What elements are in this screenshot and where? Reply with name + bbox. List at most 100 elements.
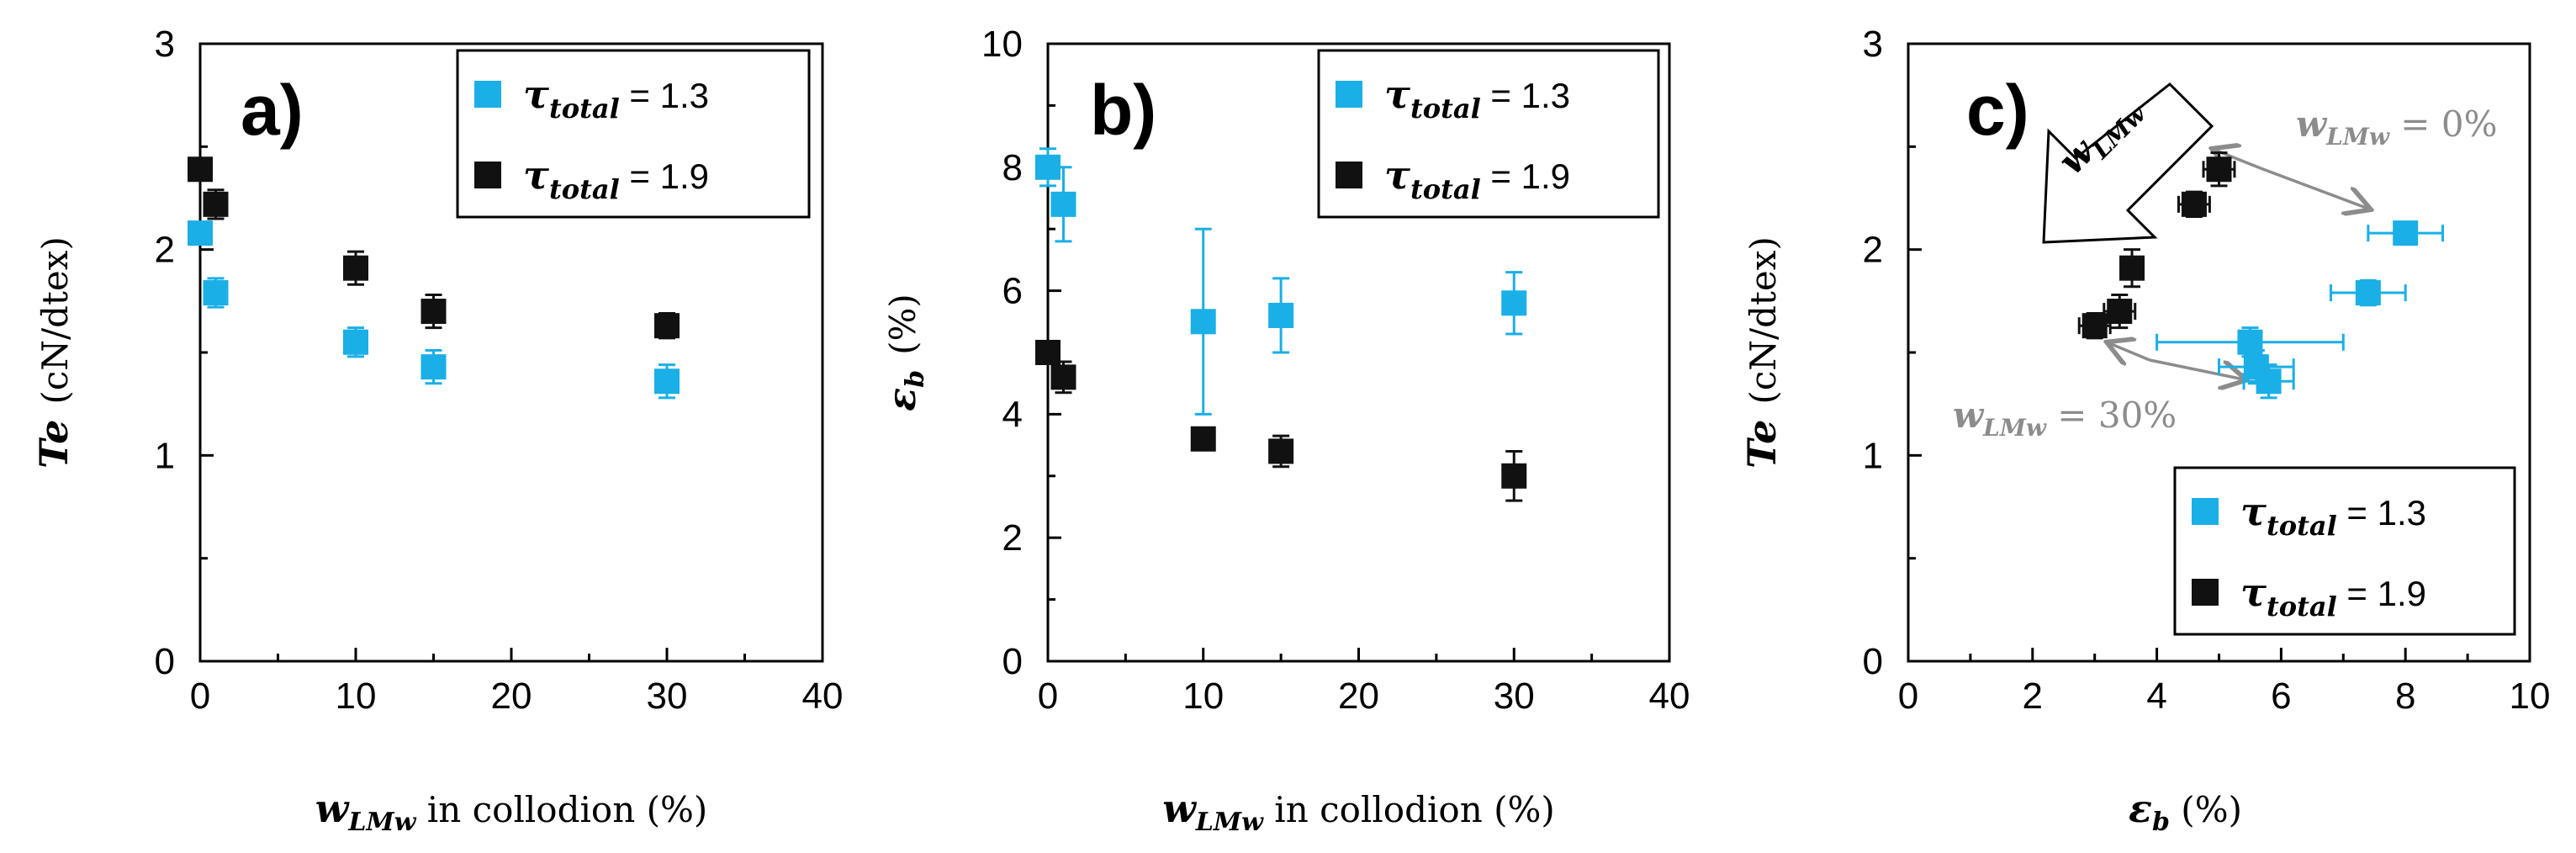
x-axis-label: wLMw in collodion (%) <box>1162 786 1555 837</box>
y-axis-label-main: ε <box>879 388 924 411</box>
legend-value: = 1.9 <box>2337 574 2426 613</box>
legend-sub: total <box>1410 93 1481 125</box>
annotation-arrow <box>2260 167 2368 209</box>
series-0 <box>1035 147 1527 416</box>
y-tick-label: 0 <box>1863 641 1883 682</box>
x-axis-label: εb (%) <box>2129 786 2242 837</box>
x-tick-label: 20 <box>491 676 532 717</box>
series-0 <box>188 220 680 400</box>
y-axis-label-main: Te <box>1739 420 1785 469</box>
legend-value: = 1.9 <box>1481 156 1570 196</box>
legend-box <box>2173 466 2516 636</box>
data-point <box>654 313 680 339</box>
x-tick-label: 0 <box>190 676 210 717</box>
legend-swatch <box>1336 81 1362 108</box>
legend-symbol: τ <box>2240 570 2267 615</box>
legend: τtotal = 1.3 τtotal = 1.9 <box>1317 49 1660 219</box>
data-point <box>1050 191 1076 217</box>
x-tick-label: 4 <box>2146 676 2166 717</box>
legend-entry: τtotal = 1.3 <box>523 72 709 125</box>
annotation-bottom-sub: LMw <box>1982 414 2047 442</box>
legend-box <box>1317 49 1660 219</box>
data-point <box>1190 309 1216 335</box>
x-tick-label: 6 <box>2271 676 2291 717</box>
data-point <box>2119 255 2145 281</box>
panel-b: 0 2 4 6 8 10 0 10 20 30 40 εb (%) wLMw in collodion (… <box>879 24 1690 837</box>
legend-symbol: τ <box>1384 152 1410 198</box>
legend-value: = 1.3 <box>2337 493 2426 532</box>
y-axis-label-unit: (cN/dtex) <box>1743 236 1784 405</box>
series-1 <box>1035 340 1527 502</box>
legend-sub: total <box>549 173 620 205</box>
data-point <box>2206 156 2232 183</box>
y-axis-label-main: Te <box>31 420 77 469</box>
data-point <box>654 368 680 395</box>
x-tick-label: 10 <box>1182 676 1224 717</box>
series-1 <box>2077 151 2236 340</box>
data-point <box>2256 368 2282 395</box>
x-tick-label: 8 <box>2395 676 2415 717</box>
data-point <box>203 280 229 306</box>
x-axis-label-sub: LMw <box>347 808 416 837</box>
data-point <box>1501 290 1527 316</box>
x-axis-label-rest: (%) <box>2170 789 2242 830</box>
annotation-top-sub: LMw <box>2325 123 2390 151</box>
x-tick-label: 30 <box>647 676 688 717</box>
legend-entry: τtotal = 1.9 <box>1384 152 1570 205</box>
x-tick-label: 40 <box>1649 676 1690 717</box>
panel-label: a) <box>241 71 304 150</box>
y-axis-label: Te (cN/dtex) <box>1739 236 1785 469</box>
data-point <box>2393 220 2419 246</box>
x-tick-label: 30 <box>1494 676 1535 717</box>
annotation-bottom-rest: = 30% <box>2046 395 2177 436</box>
y-tick-label: 3 <box>155 24 175 65</box>
x-tick-label: 20 <box>1338 676 1379 717</box>
series-0 <box>2155 220 2445 400</box>
annotation-arrow <box>2149 358 2244 379</box>
x-tick-label: 10 <box>336 676 377 717</box>
data-point <box>2181 191 2207 217</box>
annotation-top: wLMw = 0% <box>2296 103 2497 151</box>
data-point <box>2355 280 2381 306</box>
legend-value: = 1.3 <box>1481 76 1570 115</box>
y-tick-label: 1 <box>1863 435 1883 476</box>
legend-entry: τtotal = 1.3 <box>2240 489 2426 542</box>
annotation-arrow <box>2109 343 2150 360</box>
data-point <box>1050 364 1076 390</box>
direction-arrow-icon <box>2042 82 2214 244</box>
x-axis-label-sub: LMw <box>1195 808 1264 837</box>
panel-label: b) <box>1090 71 1156 150</box>
y-tick-label: 0 <box>155 641 175 682</box>
annotation-top-main: w <box>2296 103 2328 145</box>
legend-value: = 1.9 <box>620 156 709 196</box>
x-axis-label-main: ε <box>2129 786 2152 831</box>
legend-sub: total <box>549 93 620 125</box>
y-axis-label-sub: b <box>901 370 930 388</box>
y-axis-label: Te (cN/dtex) <box>31 236 77 469</box>
legend-entry: τtotal = 1.3 <box>1384 72 1570 125</box>
y-tick-label: 4 <box>1002 394 1023 435</box>
y-tick-label: 6 <box>1002 271 1023 312</box>
legend-swatch <box>474 162 501 188</box>
legend-sub: total <box>2267 510 2337 542</box>
x-axis-label-main: w <box>1162 786 1197 831</box>
annotation-top-rest: = 0% <box>2389 103 2498 145</box>
panel-label: c) <box>1966 71 2029 150</box>
annotation-bottom-main: w <box>1953 395 1985 436</box>
legend-swatch <box>2192 498 2219 525</box>
y-tick-label: 2 <box>155 230 175 271</box>
x-axis-label-sub: b <box>2152 808 2170 837</box>
data-point <box>2081 313 2108 339</box>
x-tick-label: 10 <box>2510 676 2551 717</box>
data-point <box>188 156 213 183</box>
data-point <box>1501 463 1527 489</box>
y-tick-label: 3 <box>1863 24 1883 65</box>
legend: τtotal = 1.3 τtotal = 1.9 <box>2173 466 2516 636</box>
y-tick-label: 8 <box>1002 147 1023 188</box>
legend-entry: τtotal = 1.9 <box>2240 570 2426 623</box>
legend-box <box>456 49 811 219</box>
y-axis-label: εb (%) <box>879 294 930 411</box>
